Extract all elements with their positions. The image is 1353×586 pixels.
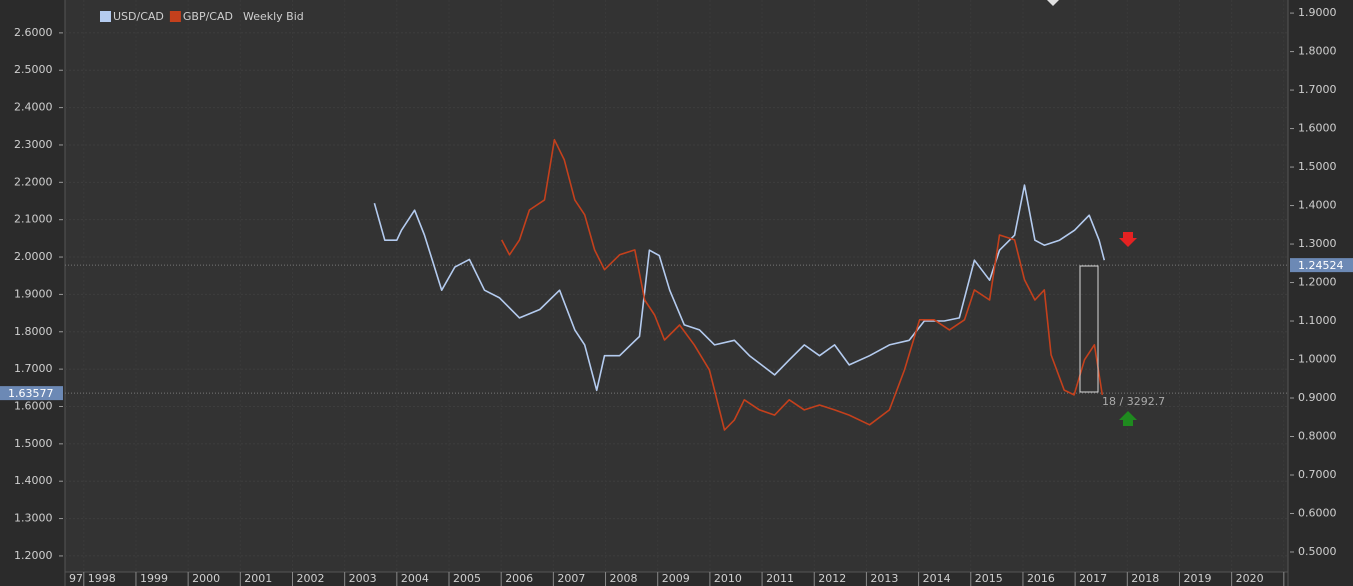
x-tick-label: 2016 bbox=[1027, 572, 1055, 585]
x-tick-label: 2000 bbox=[192, 572, 220, 585]
y-tick-label: 2.2000 bbox=[14, 175, 53, 188]
legend-label: GBP/CAD bbox=[183, 10, 233, 23]
y2-tick-label: 1.6000 bbox=[1298, 122, 1337, 135]
y-tick-label: 1.9000 bbox=[14, 287, 53, 300]
legend-swatch bbox=[100, 11, 111, 22]
y2-tick-label: 0.5000 bbox=[1298, 545, 1337, 558]
current-value-box bbox=[1290, 258, 1353, 273]
x-tick-label: 2019 bbox=[1183, 572, 1211, 585]
x-tick-label: 2012 bbox=[818, 572, 846, 585]
x-tick-label: 2007 bbox=[557, 572, 585, 585]
y-tick-label: 2.6000 bbox=[14, 26, 53, 39]
y2-tick-label: 0.7000 bbox=[1298, 468, 1337, 481]
x-tick-label: 2009 bbox=[662, 572, 690, 585]
y-tick-label: 1.6000 bbox=[14, 399, 53, 412]
y-tick-label: 1.5000 bbox=[14, 437, 53, 450]
x-tick-label: 2020 bbox=[1236, 572, 1264, 585]
y2-tick-label: 0.6000 bbox=[1298, 506, 1337, 519]
series-line bbox=[373, 184, 1106, 392]
x-tick-label: 1999 bbox=[140, 572, 168, 585]
current-value-label: 1.24524 bbox=[1298, 259, 1344, 272]
y2-tick-label: 1.0000 bbox=[1298, 353, 1337, 366]
x-tick-label: 2014 bbox=[923, 572, 951, 585]
legend-swatch bbox=[169, 11, 181, 22]
y-tick-label: 2.0000 bbox=[14, 250, 53, 263]
y2-tick-label: 1.9000 bbox=[1298, 6, 1337, 19]
y-tick-label: 1.3000 bbox=[14, 512, 53, 525]
x-tick-label: 2018 bbox=[1131, 572, 1159, 585]
x-tick-label: 2013 bbox=[870, 572, 898, 585]
y-tick-label: 2.1000 bbox=[14, 213, 53, 226]
current-value-box bbox=[0, 386, 63, 401]
y2-tick-label: 1.7000 bbox=[1298, 83, 1337, 96]
legend: USD/CAD GBP/CAD Weekly Bid bbox=[100, 10, 304, 23]
y2-tick-label: 1.5000 bbox=[1298, 160, 1337, 173]
up-arrow bbox=[1119, 411, 1137, 426]
x-tick-label: 2008 bbox=[610, 572, 638, 585]
x-tick-label: 2005 bbox=[453, 572, 481, 585]
y-tick-label: 1.8000 bbox=[14, 325, 53, 338]
x-tick-label: 2004 bbox=[401, 572, 429, 585]
x-tick-label: 2017 bbox=[1079, 572, 1107, 585]
plot-area bbox=[65, 0, 1288, 572]
x-tick-label: 1998 bbox=[88, 572, 116, 585]
y-tick-label: 2.3000 bbox=[14, 138, 53, 151]
x-tick-label: 2001 bbox=[244, 572, 272, 585]
series-line bbox=[500, 138, 1104, 431]
top-marker bbox=[1047, 0, 1059, 6]
selection-box bbox=[1079, 265, 1099, 393]
y2-tick-label: 0.9000 bbox=[1298, 391, 1337, 404]
y2-tick-label: 1.2000 bbox=[1298, 276, 1337, 289]
x-tick-label: 97 bbox=[69, 572, 83, 585]
current-value-label: 1.63577 bbox=[8, 387, 54, 400]
y-tick-label: 1.7000 bbox=[14, 362, 53, 375]
y-tick-label: 1.2000 bbox=[14, 549, 53, 562]
down-arrow bbox=[1119, 232, 1137, 247]
y2-tick-label: 1.1000 bbox=[1298, 314, 1337, 327]
legend-title: Weekly Bid bbox=[243, 10, 304, 23]
y2-tick-label: 1.4000 bbox=[1298, 199, 1337, 212]
y2-tick-label: 0.8000 bbox=[1298, 430, 1337, 443]
legend-label: USD/CAD bbox=[113, 10, 164, 23]
axes: 1.2000 1.3000 1.4000 1.5000 1.6000 1.7000 1.80… bbox=[0, 6, 1353, 586]
annotation: 18 / 3292.7 bbox=[1102, 395, 1165, 408]
y-tick-label: 2.4000 bbox=[14, 101, 53, 114]
x-tick-label: 2015 bbox=[975, 572, 1003, 585]
x-tick-label: 2003 bbox=[349, 572, 377, 585]
x-tick-label: 2002 bbox=[296, 572, 324, 585]
y-tick-label: 2.5000 bbox=[14, 63, 53, 76]
y2-tick-label: 1.8000 bbox=[1298, 45, 1337, 58]
x-tick-label: 2010 bbox=[714, 572, 742, 585]
x-tick-label: 2011 bbox=[766, 572, 794, 585]
series bbox=[373, 138, 1106, 431]
y-tick-label: 1.4000 bbox=[14, 474, 53, 487]
y2-tick-label: 1.3000 bbox=[1298, 237, 1337, 250]
x-tick-label: 2006 bbox=[505, 572, 533, 585]
grid bbox=[65, 0, 1288, 572]
